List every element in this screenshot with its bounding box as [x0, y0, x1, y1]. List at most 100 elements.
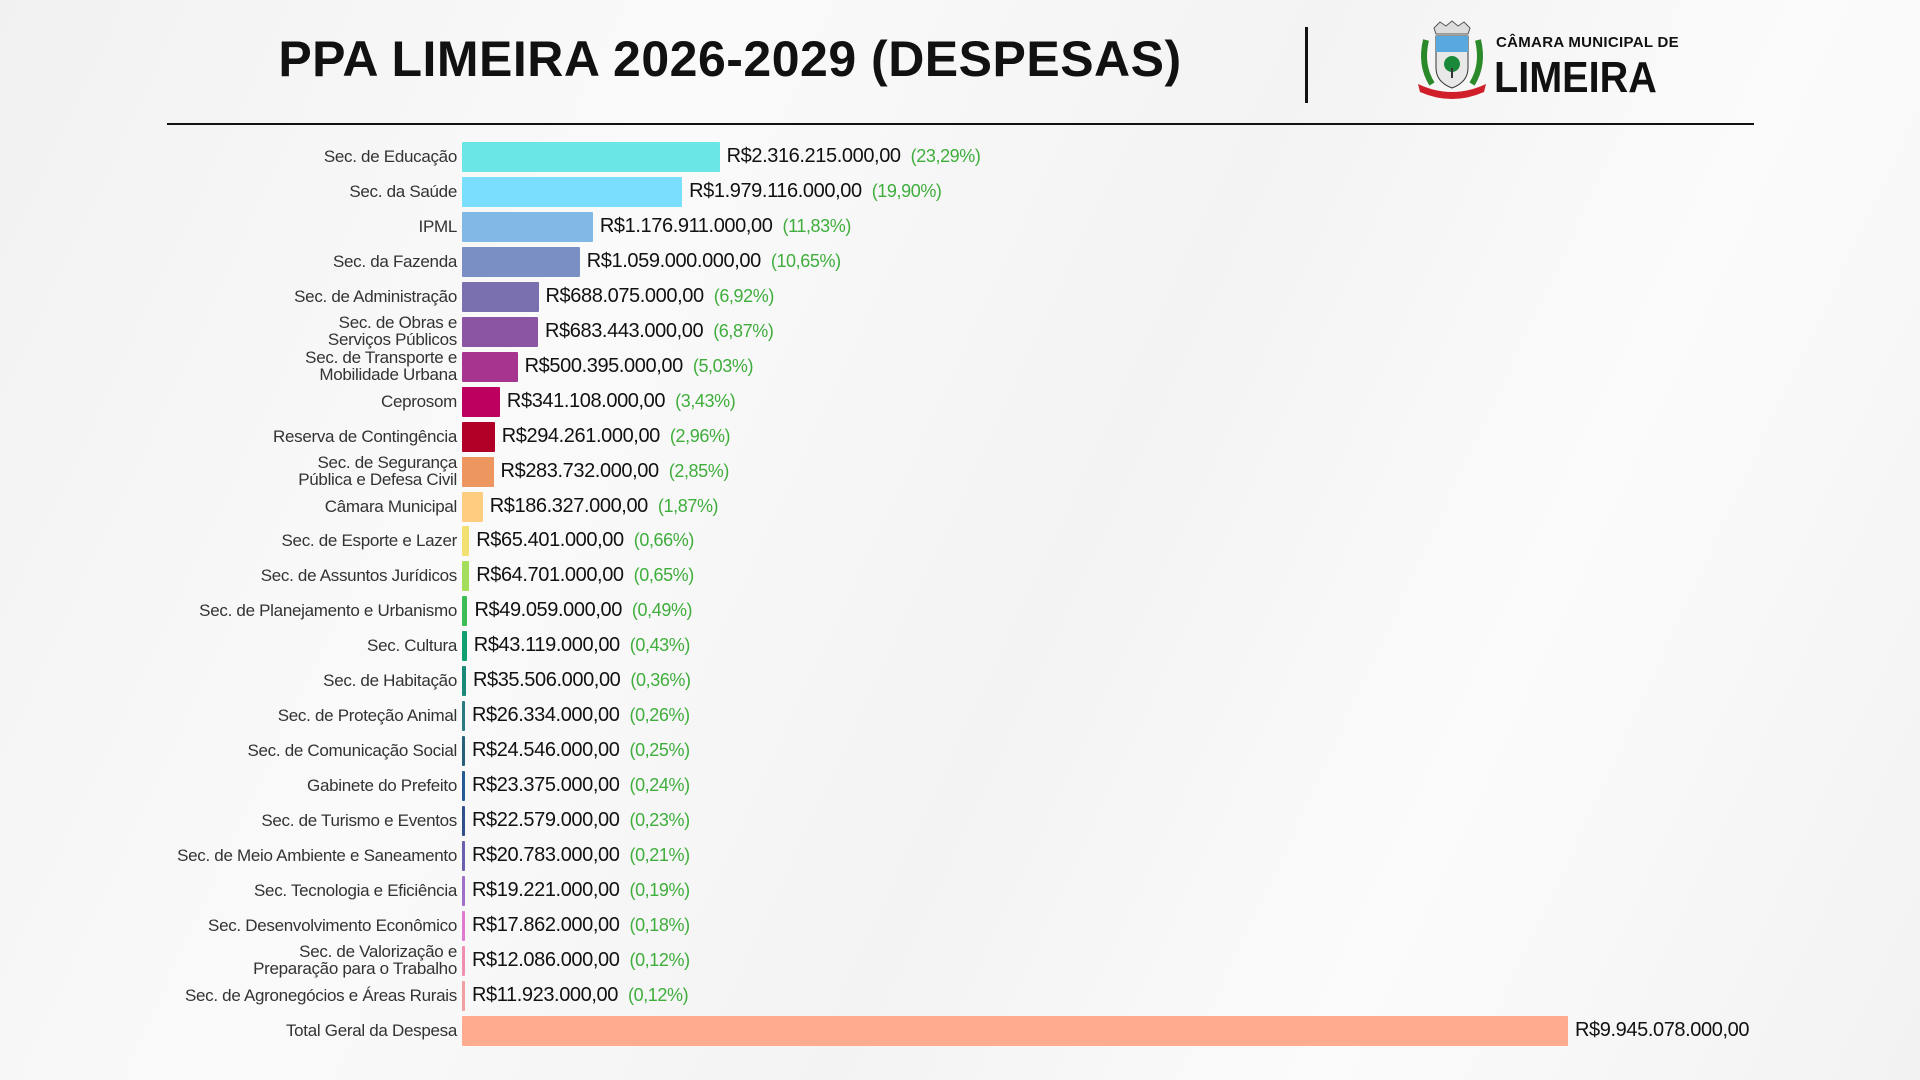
bar-row: Sec. de Habitação R$35.506.000,00 (0,36%) [0, 663, 1920, 698]
category-label: Sec. Tecnologia e Eficiência [254, 880, 457, 900]
bar [462, 456, 494, 487]
category-label: Sec. de Habitação [323, 671, 457, 691]
bar [462, 281, 539, 312]
category-label: Sec. da Saúde [349, 181, 457, 201]
value-group: R$19.221.000,00 (0,19%) [472, 873, 690, 908]
value-group: R$1.979.116.000,00 (19,90%) [689, 174, 942, 209]
category-label: Reserva de Contingência [273, 426, 457, 446]
percent-label: (3,43%) [675, 390, 736, 411]
value-group: R$35.506.000,00 (0,36%) [473, 663, 691, 698]
header-rule [167, 123, 1754, 125]
value-group: R$1.176.911.000,00 (11,83%) [600, 209, 852, 244]
category-label: IPML [418, 216, 458, 236]
bar [462, 491, 483, 522]
value-group: R$2.316.215.000,00 (23,29%) [727, 139, 981, 174]
bar [462, 386, 500, 417]
percent-label: (1,87%) [657, 495, 719, 516]
bar [462, 806, 465, 837]
bar [462, 421, 495, 452]
value-label: R$24.546.000,00 [472, 739, 620, 762]
category-label: Sec. de Valorização e Preparação para o … [253, 942, 457, 979]
bar [462, 596, 468, 627]
page-title: PPA LIMEIRA 2026-2029 (DESPESAS) [278, 31, 1182, 87]
category-label: Sec. de Assuntos Jurídicos [260, 566, 458, 586]
bar-row: IPML R$1.176.911.000,00 (11,83%) [0, 209, 1920, 244]
value-label: R$22.579.000,00 [472, 809, 620, 832]
category-label: Ceprosom [380, 391, 457, 411]
bar [462, 211, 593, 242]
percent-label: (0,12%) [627, 984, 689, 1005]
category-label: Sec. de Turismo e Eventos [261, 811, 457, 831]
bar [462, 666, 466, 697]
category-label: Gabinete do Prefeito [307, 776, 457, 796]
header-divider [1305, 27, 1308, 103]
percent-label: (19,90%) [871, 180, 942, 201]
percent-label: (0,43%) [629, 635, 691, 656]
value-label: R$683.443.000,00 [545, 319, 704, 342]
category-label: Sec. de Obras e Serviços Públicos [327, 313, 457, 350]
value-group: R$64.701.000,00 (0,65%) [476, 558, 694, 593]
bar-row: Sec. de Proteção Animal R$26.334.000,00 (0… [0, 698, 1920, 733]
percent-label: (0,26%) [629, 705, 690, 726]
percent-label: (6,92%) [713, 285, 775, 306]
bar [462, 351, 518, 382]
value-group: R$23.375.000,00 (0,24%) [472, 768, 690, 803]
percent-label: (0,24%) [629, 775, 690, 796]
bar-row: Reserva de Contingência R$294.261.000,00 (… [0, 419, 1920, 454]
value-group: R$49.059.000,00 (0,49%) [474, 593, 692, 628]
percent-label: (5,03%) [692, 355, 754, 376]
category-label: Sec. de Educação [323, 147, 457, 166]
category-label: Sec. Desenvolvimento Econômico [208, 915, 457, 935]
category-label: Sec. de Planejamento e Urbanismo [199, 601, 457, 621]
bar-row: Sec. de Meio Ambiente e Saneamento R$20.7… [0, 838, 1920, 873]
percent-label: (0,49%) [631, 600, 693, 621]
value-group: R$294.261.000,00 (2,96%) [501, 419, 731, 454]
percent-label: (10,65%) [770, 250, 841, 271]
bar-row: Sec. de Educação R$2.316.215.000,00 (23,29… [0, 139, 1920, 174]
value-label: R$64.701.000,00 [476, 564, 624, 587]
value-label: R$65.401.000,00 [476, 529, 624, 552]
percent-label: (0,36%) [630, 670, 691, 691]
bar-row: Câmara Municipal R$186.327.000,00 (1,87%) [0, 489, 1920, 524]
bar [462, 176, 683, 207]
value-label: R$1.979.116.000,00 [689, 179, 862, 202]
percent-label: (11,83%) [782, 215, 851, 236]
bar-row: Sec. Tecnologia e Eficiência R$19.221.000… [0, 873, 1920, 908]
value-group: R$24.546.000,00 (0,25%) [472, 733, 690, 768]
value-label: R$2.316.215.000,00 [726, 145, 901, 167]
value-label: R$20.783.000,00 [472, 844, 620, 866]
percent-label: (2,96%) [669, 425, 731, 446]
bar [462, 701, 465, 732]
bar-row: Sec. Desenvolvimento Econômico R$17.862.0… [0, 908, 1920, 943]
value-label: R$26.334.000,00 [472, 704, 620, 727]
value-group: R$22.579.000,00 (0,23%) [472, 803, 690, 838]
value-group: R$1.059.000.000,00 (10,65%) [587, 244, 841, 279]
bar [462, 631, 467, 662]
category-label: Câmara Municipal [324, 496, 458, 516]
value-group: R$186.327.000,00 (1,87%) [490, 489, 719, 524]
value-label: R$23.375.000,00 [472, 774, 620, 797]
percent-label: (0,21%) [629, 845, 690, 865]
bar [462, 841, 465, 871]
bar-row: Total Geral da Despesa R$9.945.078.000,00 [0, 1013, 1920, 1048]
bar-row: Sec. de Valorização e Preparação para o … [0, 943, 1920, 978]
category-label: Sec. de Transporte e Mobilidade Urbana [305, 348, 457, 385]
value-group: R$11.923.000,00 (0,12%) [472, 978, 689, 1013]
bar [462, 910, 465, 941]
category-label: Sec. de Segurança Pública e Defesa Civil [298, 453, 457, 490]
bar [462, 316, 538, 347]
value-label: R$294.261.000,00 [501, 424, 661, 447]
bar [462, 526, 470, 557]
category-label: Sec. de Meio Ambiente e Saneamento [177, 846, 457, 865]
bar-row: Sec. Cultura R$43.119.000,00 (0,43%) [0, 628, 1920, 663]
bar-row: Sec. de Esporte e Lazer R$65.401.000,00 (0… [0, 523, 1920, 558]
bar-row: Gabinete do Prefeito R$23.375.000,00 (0,24… [0, 768, 1920, 803]
bar-row: Sec. de Transporte e Mobilidade Urbana R$… [0, 349, 1920, 384]
category-label: Sec. de Agronegócios e Áreas Rurais [184, 985, 457, 1005]
bar [462, 142, 720, 172]
value-group: R$65.401.000,00 (0,66%) [476, 523, 694, 558]
bar [462, 980, 465, 1011]
value-label: R$43.119.000,00 [473, 634, 620, 657]
bar [462, 561, 470, 592]
